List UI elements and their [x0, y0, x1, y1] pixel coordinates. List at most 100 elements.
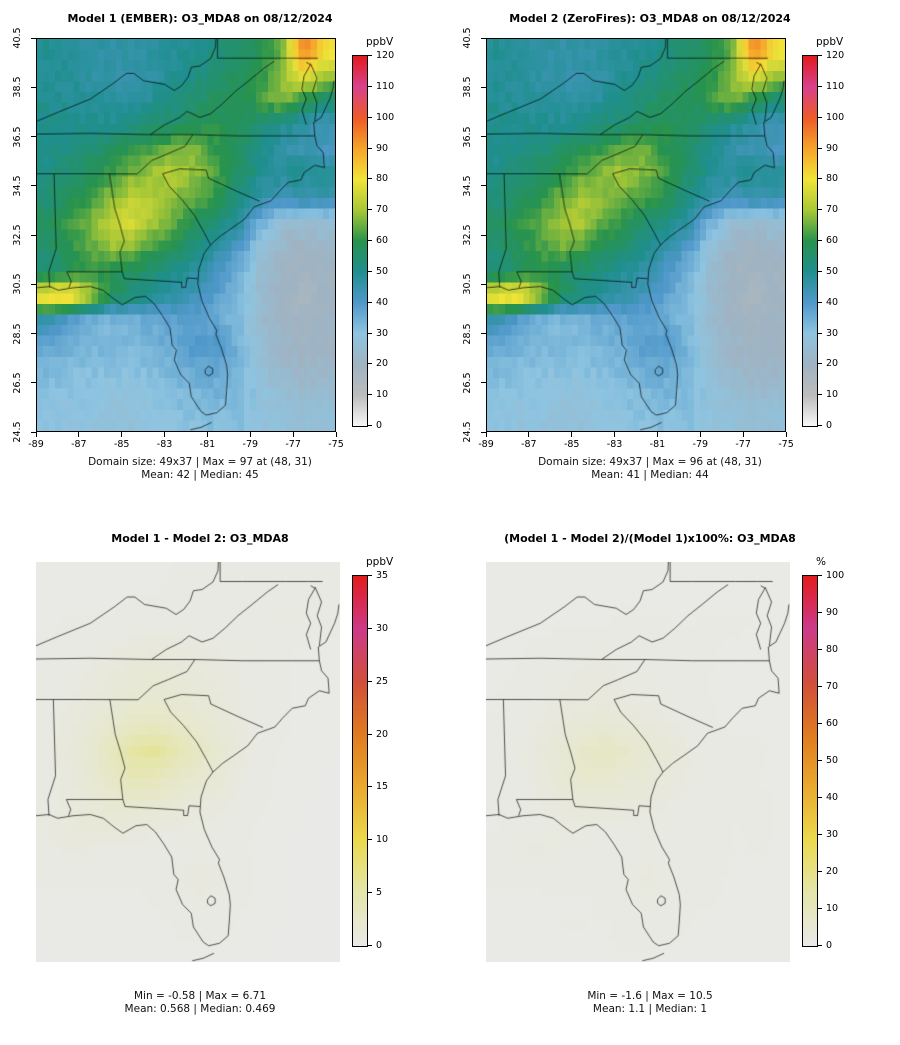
- x-axis-tick-label: -85: [113, 439, 130, 450]
- colorbar-tick: [368, 301, 372, 303]
- map-model2: [486, 38, 786, 432]
- colorbar-tick: [818, 178, 822, 180]
- colorbar-tick: [368, 332, 372, 334]
- colorbar-tick-label: 110: [376, 80, 395, 92]
- colorbar-tick-label: 100: [826, 570, 845, 581]
- colorbar-tick-label: 70: [826, 681, 839, 692]
- colorbar-tick-label: 20: [376, 358, 389, 370]
- x-axis-tick: [699, 432, 701, 437]
- y-axis-tick-label: 26.5: [12, 372, 23, 394]
- panel-percent-difference: (Model 1 - Model 2)/(Model 1)x100%: O3_M…: [450, 520, 900, 1045]
- y-axis-tick-label: 34.5: [12, 175, 23, 197]
- x-axis-tick-label: -83: [156, 439, 173, 450]
- colorbar-tick: [818, 85, 822, 87]
- caption-line1: Domain size: 49x37 | Max = 97 at (48, 31…: [88, 456, 312, 468]
- colorbar-gradient: [352, 575, 368, 947]
- colorbar-tick-label: 30: [376, 622, 389, 634]
- colorbar-tick: [818, 908, 822, 909]
- colorbar-tick-label: 30: [826, 327, 839, 339]
- y-axis-tick-label: 26.5: [462, 372, 473, 394]
- y-axis-tick: [481, 136, 486, 137]
- caption-line1: Min = -0.58 | Max = 6.71: [133, 990, 267, 1002]
- y-axis-tick-label: 24.5: [462, 421, 473, 443]
- colorbar-tick-label: 120: [826, 50, 845, 61]
- x-axis-tick: [121, 432, 123, 437]
- colorbar-tick: [368, 240, 372, 241]
- colorbar-tick-label: 40: [376, 296, 389, 308]
- colorbar-gradient: [802, 575, 818, 947]
- y-axis-tick: [481, 185, 486, 187]
- colorbar-tick-label: 90: [826, 142, 839, 154]
- colorbar-tick: [818, 270, 822, 272]
- colorbar-tick: [368, 575, 372, 576]
- state-boundaries-canvas: [486, 562, 790, 962]
- colorbar-tick: [818, 363, 822, 365]
- colorbar-tick: [818, 612, 822, 613]
- colorbar-tick: [818, 686, 822, 687]
- panel-percent-difference-caption: Min = -1.6 | Max = 10.5 Mean: 1.1 | Medi…: [464, 990, 836, 1016]
- x-axis-tick-label: -75: [328, 439, 344, 450]
- panel-difference-title: Model 1 - Model 2: O3_MDA8: [111, 532, 289, 545]
- colorbar-tick: [368, 270, 372, 272]
- colorbar-tick-label: 20: [826, 358, 839, 370]
- x-axis-tick-label: -77: [285, 439, 301, 450]
- colorbar-tick-label: 0: [376, 420, 383, 431]
- colorbar-tick: [818, 301, 822, 303]
- colorbar-tick: [368, 85, 372, 87]
- y-axis-tick-label: 28.5: [462, 322, 473, 345]
- panel-model2-caption: Domain size: 49x37 | Max = 96 at (48, 31…: [464, 456, 836, 482]
- colorbar-tick: [368, 425, 372, 426]
- panel-difference: Model 1 - Model 2: O3_MDA8 ppbV 0 5 10 15 20…: [0, 520, 450, 1045]
- colorbar-tick: [368, 147, 372, 149]
- colorbar-tick-label: 10: [376, 834, 389, 846]
- colorbar-tick: [818, 871, 822, 872]
- y-axis-tick-label: 40.5: [462, 27, 473, 49]
- colorbar-tick-label: 90: [376, 142, 389, 154]
- colorbar-tick: [818, 945, 822, 946]
- caption-line2: Mean: 41 | Median: 44: [591, 469, 709, 481]
- colorbar-tick-label: 110: [826, 80, 845, 92]
- colorbar-tick: [368, 363, 372, 365]
- map-difference: [36, 562, 340, 962]
- state-boundaries-canvas: [487, 39, 785, 431]
- x-axis-tick-label: -87: [71, 439, 87, 450]
- y-axis-tick: [481, 382, 486, 384]
- colorbar-tick: [818, 394, 822, 396]
- colorbar-tick-label: 80: [376, 173, 389, 185]
- x-axis-tick-label: -81: [649, 439, 666, 450]
- y-axis-tick: [481, 283, 486, 285]
- caption-line2: Mean: 1.1 | Median: 1: [592, 1003, 708, 1015]
- colorbar-tick: [818, 209, 822, 211]
- y-axis-tick: [31, 86, 36, 88]
- colorbar-tick-label: 25: [376, 675, 389, 687]
- colorbar-tick-label: 35: [376, 570, 389, 581]
- colorbar-model1: ppbV 0 10 20 30 40 50 60 70 80 90 100 110 120: [350, 36, 450, 456]
- colorbar-tick-label: 100: [826, 111, 845, 123]
- colorbar-tick: [368, 55, 372, 56]
- x-axis-tick: [485, 432, 487, 437]
- colorbar-tick-label: 10: [826, 389, 839, 401]
- colorbar-unit-label: %: [816, 556, 826, 568]
- x-axis-tick: [785, 432, 787, 437]
- y-axis-tick: [481, 431, 486, 433]
- x-axis-tick: [656, 432, 658, 437]
- x-axis-tick-label: -81: [199, 439, 216, 450]
- x-axis-tick: [528, 432, 530, 437]
- x-axis-tick-label: -79: [692, 439, 709, 450]
- y-axis-tick: [31, 283, 36, 285]
- colorbar-tick-label: 80: [826, 173, 839, 185]
- colorbar-tick: [818, 649, 822, 650]
- colorbar-tick-label: 80: [826, 644, 839, 655]
- colorbar-tick: [368, 627, 372, 629]
- colorbar-tick-label: 0: [826, 420, 833, 431]
- caption-line2: Mean: 42 | Median: 45: [141, 469, 259, 481]
- colorbar-tick-label: 60: [826, 235, 839, 246]
- map-percent-difference: [486, 562, 790, 962]
- colorbar-tick-label: 10: [826, 903, 839, 914]
- colorbar-tick-label: 10: [376, 389, 389, 401]
- panel-model1: Model 1 (EMBER): O3_MDA8 on 08/12/2024 p…: [0, 0, 450, 525]
- colorbar-tick: [368, 786, 372, 788]
- y-axis-tick: [31, 185, 36, 187]
- x-axis-tick-label: -77: [735, 439, 751, 450]
